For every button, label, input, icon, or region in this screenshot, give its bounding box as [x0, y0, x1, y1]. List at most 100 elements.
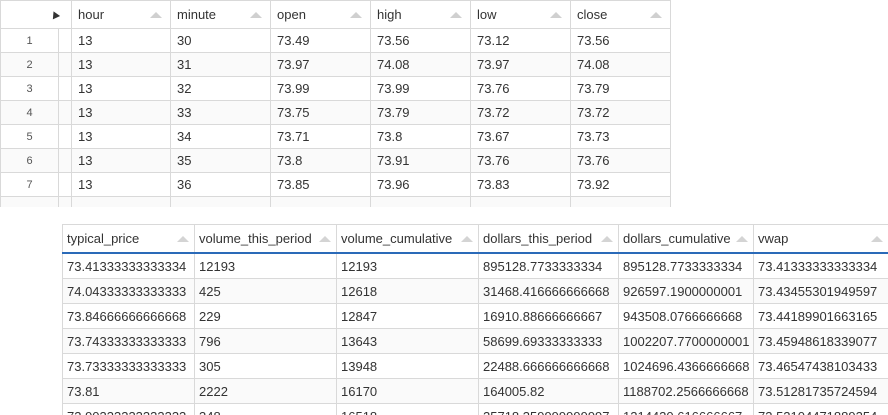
table-cell[interactable]: 31468.416666666668: [478, 278, 619, 304]
table-cell[interactable]: 229: [194, 303, 337, 329]
table-cell[interactable]: 425: [194, 278, 337, 304]
table-row[interactable]: 6 13 35 73.8 73.91 73.76 73.76: [0, 148, 670, 173]
table-cell[interactable]: 73.84666666666668: [62, 303, 195, 329]
column-header-low[interactable]: low: [470, 0, 571, 29]
column-header-dollars-this-period[interactable]: dollars_this_period: [478, 224, 619, 254]
table-cell[interactable]: 73.92: [570, 172, 670, 197]
table-cell[interactable]: 73.41333333333334: [62, 252, 195, 279]
table-cell[interactable]: 73.90333333333332: [62, 403, 195, 415]
table-row[interactable]: 73.90333333333332 348 16518 25718.359999…: [62, 403, 888, 415]
sort-arrow-icon[interactable]: [350, 11, 362, 18]
sort-arrow-icon[interactable]: [461, 235, 473, 242]
table-cell[interactable]: 13: [71, 124, 171, 149]
table-cell[interactable]: 36: [170, 172, 271, 197]
table-cell[interactable]: 73.96: [370, 172, 471, 197]
table-cell[interactable]: 926597.1900000001: [618, 278, 754, 304]
table-cell[interactable]: 73.91: [370, 148, 471, 173]
column-header-close[interactable]: close: [570, 0, 670, 29]
column-header-volume-this-period[interactable]: volume_this_period: [194, 224, 337, 254]
table-cell[interactable]: 12618: [336, 278, 479, 304]
table-row[interactable]: 73.73333333333333 305 13948 22488.666666…: [62, 353, 888, 379]
table-cell[interactable]: 13: [71, 172, 171, 197]
sort-arrow-icon[interactable]: [650, 11, 662, 18]
table-cell[interactable]: 74.04333333333333: [62, 278, 195, 304]
table-cell[interactable]: 73.97: [270, 52, 371, 77]
table-cell[interactable]: 73.49: [270, 28, 371, 53]
table-cell[interactable]: 12193: [194, 252, 337, 279]
table-row[interactable]: 73.41333333333334 12193 12193 895128.773…: [62, 252, 888, 279]
table-cell[interactable]: 35: [170, 148, 271, 173]
table-cell[interactable]: 73.72: [570, 100, 670, 125]
table-cell[interactable]: 13643: [336, 328, 479, 354]
table-cell[interactable]: 73.56: [570, 28, 670, 53]
sort-arrow-icon[interactable]: [550, 11, 562, 18]
table-row[interactable]: 5 13 34 73.71 73.8 73.67 73.73: [0, 124, 670, 149]
table-cell[interactable]: 25718.359999999997: [478, 403, 619, 415]
table-cell[interactable]: 13: [71, 148, 171, 173]
table-cell[interactable]: 73.73: [570, 124, 670, 149]
table-cell[interactable]: 58699.69333333333: [478, 328, 619, 354]
table-cell[interactable]: 73.99: [370, 76, 471, 101]
sort-arrow-icon[interactable]: [250, 11, 262, 18]
table-cell[interactable]: 73.79: [570, 76, 670, 101]
sort-arrow-icon[interactable]: [601, 235, 613, 242]
sort-arrow-icon[interactable]: [736, 235, 748, 242]
sort-arrow-icon[interactable]: [150, 11, 162, 18]
table-cell[interactable]: 34: [170, 124, 271, 149]
table-cell[interactable]: 12193: [336, 252, 479, 279]
table-cell[interactable]: 1024696.4366666668: [618, 353, 754, 379]
table-cell[interactable]: 895128.7733333334: [478, 252, 619, 279]
table-cell[interactable]: 305: [194, 353, 337, 379]
table-cell[interactable]: 73.97: [470, 52, 571, 77]
table-cell[interactable]: 73.45948618339077: [753, 328, 888, 354]
table-row[interactable]: 73.81 2222 16170 164005.82 1188702.25666…: [62, 378, 888, 404]
table-row[interactable]: 3 13 32 73.99 73.99 73.76 73.79: [0, 76, 670, 101]
table-cell[interactable]: 73.8: [370, 124, 471, 149]
table-cell[interactable]: 73.99: [270, 76, 371, 101]
table-cell[interactable]: 73.71: [270, 124, 371, 149]
table-cell[interactable]: 16910.88666666667: [478, 303, 619, 329]
table-cell[interactable]: 73.51281735724594: [753, 378, 888, 404]
table-cell[interactable]: 1214420.616666667: [618, 403, 754, 415]
table-cell[interactable]: 73.43455301949597: [753, 278, 888, 304]
sort-arrow-icon[interactable]: [871, 235, 883, 242]
table-cell[interactable]: 943508.0766666668: [618, 303, 754, 329]
table-cell[interactable]: 33: [170, 100, 271, 125]
table-row[interactable]: 4 13 33 73.75 73.79 73.72 73.72: [0, 100, 670, 125]
table-cell[interactable]: 164005.82: [478, 378, 619, 404]
table-cell[interactable]: 1002207.7700000001: [618, 328, 754, 354]
table-cell[interactable]: 73.75: [270, 100, 371, 125]
table-cell[interactable]: 16518: [336, 403, 479, 415]
table-cell[interactable]: 12847: [336, 303, 479, 329]
table-cell[interactable]: 13: [71, 76, 171, 101]
table-cell[interactable]: 74.08: [370, 52, 471, 77]
table-cell[interactable]: 22488.666666666668: [478, 353, 619, 379]
index-header[interactable]: [0, 0, 72, 29]
table-cell[interactable]: 895128.7733333334: [618, 252, 754, 279]
table-cell[interactable]: 16170: [336, 378, 479, 404]
table-cell[interactable]: 73.76: [570, 148, 670, 173]
table-cell[interactable]: 73.76: [470, 76, 571, 101]
table-cell[interactable]: 73.67: [470, 124, 571, 149]
table-row[interactable]: 73.84666666666668 229 12847 16910.886666…: [62, 303, 888, 329]
table-row[interactable]: 1 13 30 73.49 73.56 73.12 73.56: [0, 28, 670, 53]
table-cell[interactable]: 73.72: [470, 100, 571, 125]
table-cell[interactable]: 13948: [336, 353, 479, 379]
table-row[interactable]: 7 13 36 73.85 73.96 73.83 73.92: [0, 172, 670, 197]
table-cell[interactable]: 796: [194, 328, 337, 354]
column-header-open[interactable]: open: [270, 0, 371, 29]
table-cell[interactable]: 1188702.2566666668: [618, 378, 754, 404]
table-cell[interactable]: 73.81: [62, 378, 195, 404]
table-cell[interactable]: 73.83: [470, 172, 571, 197]
table-cell[interactable]: 73.56: [370, 28, 471, 53]
table-cell[interactable]: 73.41333333333334: [753, 252, 888, 279]
table-cell[interactable]: 73.52104471889254: [753, 403, 888, 415]
table-cell[interactable]: 73.76: [470, 148, 571, 173]
table-cell[interactable]: 73.46547438103433: [753, 353, 888, 379]
table-cell[interactable]: 13: [71, 52, 171, 77]
table-cell[interactable]: 13: [71, 28, 171, 53]
table-cell[interactable]: 73.79: [370, 100, 471, 125]
table-cell[interactable]: 348: [194, 403, 337, 415]
column-header-high[interactable]: high: [370, 0, 471, 29]
table-cell[interactable]: 73.44189901663165: [753, 303, 888, 329]
